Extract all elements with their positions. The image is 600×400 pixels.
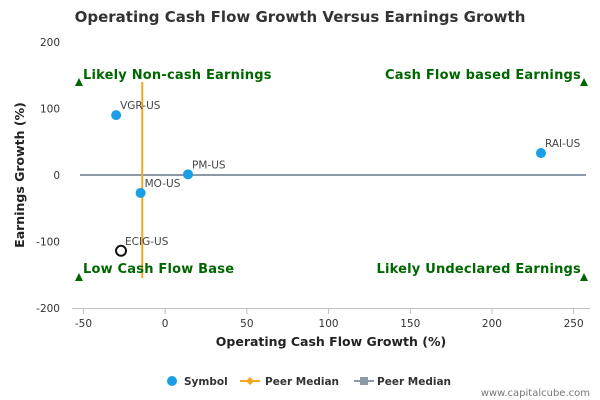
- quadrant-bottom-right-label: Likely Undeclared Earnings: [376, 262, 581, 277]
- legend-peer-median-y-label: Peer Median: [377, 376, 451, 388]
- y-tick-label: -200: [36, 303, 60, 315]
- quadrant-top-left-marker: [75, 78, 83, 86]
- chart-title: Operating Cash Flow Growth Versus Earnin…: [75, 8, 526, 26]
- y-tick-labels: -200 -100 0 100 200: [36, 37, 60, 315]
- legend-item-peer-median-y[interactable]: Peer Median: [354, 376, 451, 388]
- point-mo-us[interactable]: [135, 187, 146, 198]
- credit-text[interactable]: www.capitalcube.com: [481, 388, 590, 399]
- legend-peer-median-x-marker: [246, 377, 254, 385]
- legend-item-symbol[interactable]: Symbol: [167, 376, 228, 388]
- y-tick-label: 0: [53, 170, 60, 182]
- quadrant-top-right-label: Cash Flow based Earnings: [385, 68, 581, 83]
- x-tick-labels: -50 0 50 100 150 200 250: [75, 308, 584, 330]
- point-pm-us[interactable]: [183, 169, 194, 180]
- legend-peer-median-y-marker: [360, 377, 368, 385]
- x-tick-label: 50: [240, 318, 253, 330]
- quadrant-top-left-label: Likely Non-cash Earnings: [83, 68, 272, 83]
- x-axis-title: Operating Cash Flow Growth (%): [216, 334, 446, 349]
- quadrant-top-right-marker: [580, 78, 588, 86]
- point-label-mo-us: MO-US: [145, 178, 181, 190]
- point-label-vgr-us: VGR-US: [120, 100, 161, 112]
- y-axis-title: Earnings Growth (%): [12, 102, 27, 248]
- legend: Symbol Peer Median Peer Median: [167, 376, 451, 388]
- quadrant-bottom-right-marker: [580, 273, 588, 281]
- point-ecig-us[interactable]: [115, 244, 128, 257]
- quadrant-bottom-left-marker: [75, 273, 83, 281]
- x-tick-label: -50: [75, 318, 92, 330]
- legend-symbol-marker: [167, 376, 177, 386]
- y-tick-label: 200: [40, 37, 60, 49]
- plot-area: -200 -100 0 100 200 -50 0 50 100 150 200 250 Likel…: [36, 37, 590, 330]
- point-label-rai-us: RAI-US: [545, 138, 581, 150]
- x-tick-label: 250: [564, 318, 584, 330]
- x-tick-label: 100: [319, 318, 339, 330]
- point-label-pm-us: PM-US: [192, 159, 226, 171]
- data-points: VGR-US PM-US MO-US RAI-US ECIG-US: [111, 100, 581, 257]
- quadrant-bottom-left-label: Low Cash Flow Base: [83, 262, 234, 277]
- legend-peer-median-x-label: Peer Median: [265, 376, 339, 388]
- point-vgr-us[interactable]: [111, 110, 122, 121]
- y-tick-label: -100: [36, 237, 60, 249]
- quadrant-labels: Likely Non-cash Earnings Cash Flow based…: [75, 68, 588, 281]
- y-tick-label: 100: [40, 104, 60, 116]
- x-tick-label: 0: [162, 318, 169, 330]
- x-tick-label: 150: [400, 318, 420, 330]
- point-rai-us[interactable]: [535, 148, 546, 159]
- peer-median-lines: [80, 81, 586, 279]
- legend-symbol-label: Symbol: [184, 376, 228, 388]
- x-tick-label: 200: [482, 318, 502, 330]
- point-label-ecig-us: ECIG-US: [125, 236, 169, 248]
- legend-item-peer-median-x[interactable]: Peer Median: [240, 376, 339, 388]
